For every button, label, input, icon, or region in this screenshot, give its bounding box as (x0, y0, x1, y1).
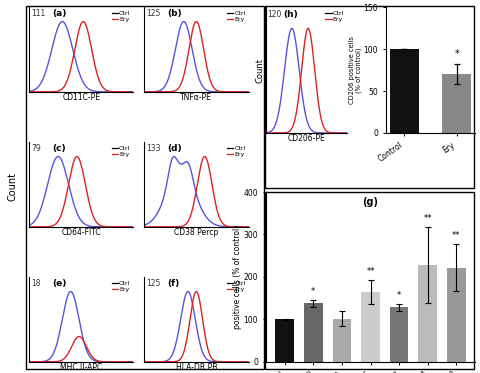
Legend: Ctrl, Ery: Ctrl, Ery (224, 8, 248, 25)
Text: (h): (h) (284, 10, 299, 19)
Bar (390, 307, 408, 362)
Bar (390, 49, 419, 133)
Text: 125: 125 (146, 279, 160, 288)
Text: **: ** (452, 231, 461, 240)
Text: **: ** (366, 267, 375, 276)
Text: (a): (a) (52, 9, 66, 18)
X-axis label: CD206-PE: CD206-PE (288, 134, 325, 143)
Bar (276, 319, 294, 362)
Bar (442, 74, 471, 133)
Text: *: * (311, 286, 315, 295)
Bar (304, 303, 323, 362)
Legend: Ctrl, Ery: Ctrl, Ery (323, 8, 347, 25)
Text: 125: 125 (146, 9, 160, 18)
Text: 79: 79 (31, 144, 41, 153)
Text: 111: 111 (31, 9, 45, 18)
X-axis label: TNFα-PE: TNFα-PE (180, 93, 212, 102)
Bar (333, 319, 351, 362)
X-axis label: MHC II-APC: MHC II-APC (60, 363, 102, 372)
Bar (419, 265, 437, 362)
Bar (361, 292, 380, 362)
Text: Count: Count (7, 172, 17, 201)
Text: (f): (f) (167, 279, 179, 288)
Y-axis label: CD206 positive cells
(% of control): CD206 positive cells (% of control) (348, 36, 362, 104)
Text: (c): (c) (52, 144, 65, 153)
Bar (447, 267, 466, 362)
Text: 120: 120 (267, 10, 282, 19)
Y-axis label: Count: Count (255, 58, 264, 83)
X-axis label: CD38 Percp: CD38 Percp (174, 228, 218, 237)
Text: *: * (454, 49, 459, 59)
Legend: Ctrl, Ery: Ctrl, Ery (109, 143, 133, 160)
Legend: Ctrl, Ery: Ctrl, Ery (224, 143, 248, 160)
X-axis label: HLA-DR PB: HLA-DR PB (176, 363, 217, 372)
Legend: Ctrl, Ery: Ctrl, Ery (109, 8, 133, 25)
Text: (e): (e) (52, 279, 66, 288)
X-axis label: CD64-FITC: CD64-FITC (61, 228, 101, 237)
Text: (d): (d) (167, 144, 181, 153)
Legend: Ctrl, Ery: Ctrl, Ery (109, 278, 133, 295)
Legend: Ctrl, Ery: Ctrl, Ery (224, 278, 248, 295)
Text: 18: 18 (31, 279, 40, 288)
Y-axis label: positive cells (% of control): positive cells (% of control) (233, 225, 242, 329)
Text: *: * (397, 291, 401, 300)
Text: **: ** (423, 214, 432, 223)
Text: 133: 133 (146, 144, 160, 153)
Text: (g): (g) (362, 197, 379, 207)
X-axis label: CD11C-PE: CD11C-PE (62, 93, 100, 102)
Text: (b): (b) (167, 9, 181, 18)
